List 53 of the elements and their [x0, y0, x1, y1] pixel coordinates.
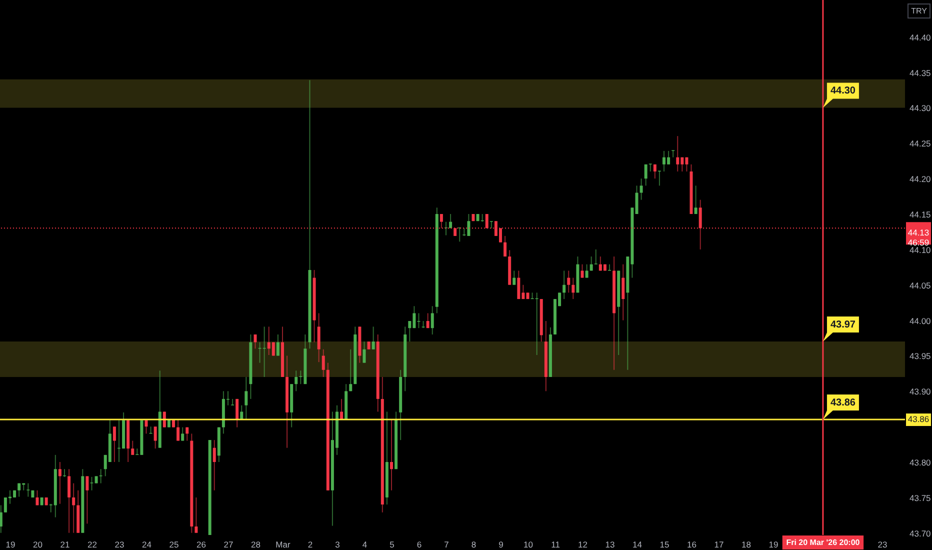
- candlestick: [648, 163, 652, 172]
- candlestick: [672, 150, 675, 158]
- y-tick-label: 43.75: [910, 492, 932, 503]
- x-tick-label: 2: [308, 540, 313, 550]
- y-axis-title: TRY: [911, 6, 928, 16]
- x-tick-label: 18: [742, 540, 752, 550]
- ref-line-label: 43.86: [908, 414, 930, 424]
- y-tick-label: 44.05: [910, 280, 932, 290]
- x-tick-label: 16: [687, 540, 697, 550]
- annotation: 44.30: [830, 86, 856, 97]
- x-tick-label: 8: [471, 540, 476, 550]
- y-tick-label: 44.00: [910, 316, 932, 326]
- x-tick-label: 9: [498, 540, 504, 550]
- x-tick-label: 11: [551, 540, 560, 550]
- ref-line-label: Fri 20 Mar '26 20:00: [786, 538, 860, 547]
- annotation: 43.97: [830, 320, 856, 331]
- candlestick: [162, 411, 166, 428]
- y-tick-label: 43.80: [910, 458, 932, 468]
- y-tick-label: 44.20: [910, 174, 932, 184]
- x-tick-label: 6: [416, 540, 422, 550]
- x-tick-label: 21: [60, 540, 70, 550]
- x-tick-label: 23: [878, 540, 888, 550]
- x-tick-label: 3: [335, 540, 340, 550]
- y-tick-label: 44.35: [910, 68, 932, 78]
- y-tick-label: 43.90: [910, 386, 932, 397]
- x-tick-label: 24: [142, 540, 152, 550]
- y-tick-label: 44.15: [910, 210, 932, 220]
- y-tick-label: 44.40: [910, 32, 932, 42]
- x-tick-label: 19: [6, 540, 16, 550]
- y-tick-label: 44.25: [910, 138, 932, 149]
- x-tick-label: 20: [33, 540, 43, 550]
- x-tick-label: 4: [362, 540, 368, 550]
- x-tick-label: 27: [224, 540, 234, 550]
- x-tick-label: 22: [88, 540, 98, 550]
- x-tick-label: 23: [114, 540, 124, 550]
- x-tick-label: 17: [714, 540, 724, 550]
- x-tick-label: 26: [196, 540, 206, 550]
- x-tick-label: 12: [578, 540, 588, 550]
- x-tick-label: 25: [169, 540, 179, 550]
- x-tick-label: 14: [632, 540, 642, 550]
- x-tick-label: 15: [660, 540, 670, 550]
- x-tick-label: 5: [390, 540, 395, 550]
- y-tick-label: 44.10: [910, 244, 932, 255]
- x-tick-label: 19: [768, 540, 778, 550]
- x-tick-label: Mar: [276, 540, 290, 550]
- x-tick-label: 10: [524, 540, 534, 550]
- y-tick-label: 43.95: [910, 351, 932, 362]
- x-tick-label: 13: [605, 540, 615, 550]
- x-tick-label: 7: [444, 540, 450, 550]
- annotation: 43.86: [830, 397, 856, 408]
- x-tick-label: 28: [251, 540, 261, 550]
- y-tick-label: 43.70: [910, 528, 932, 538]
- y-tick-label: 44.30: [910, 103, 932, 114]
